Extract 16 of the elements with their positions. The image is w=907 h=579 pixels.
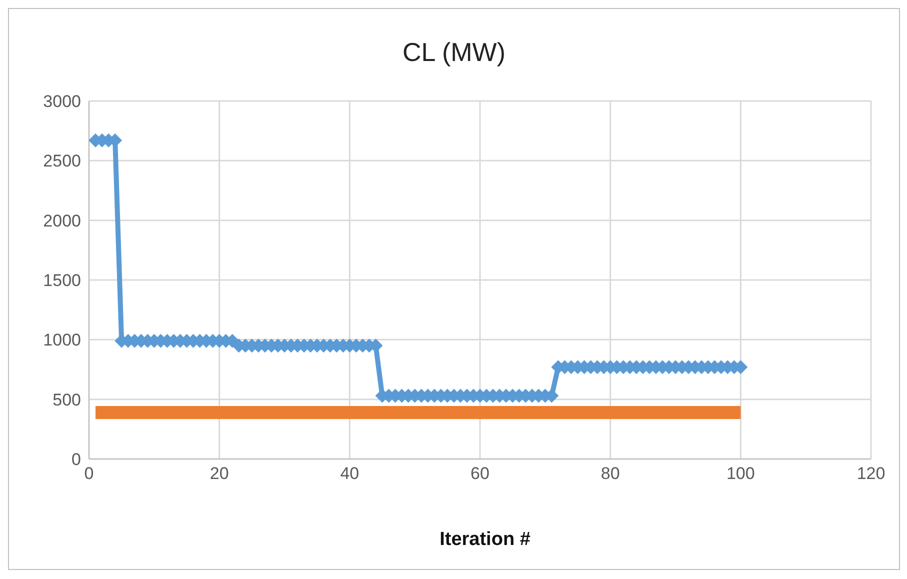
x-tick-label: 100: [726, 464, 755, 484]
y-tick-label: 2000: [43, 211, 81, 230]
y-tick-label: 3000: [43, 92, 81, 112]
x-tick-label: 60: [470, 464, 490, 484]
x-tick-label: 120: [856, 464, 886, 484]
x-tick-label: 0: [84, 464, 94, 484]
x-axis-title: Iteration #: [438, 529, 532, 551]
y-tick-label: 2500: [43, 152, 81, 171]
y-tick-label: 1000: [43, 330, 81, 350]
x-tick-label: 20: [210, 464, 229, 484]
x-tick-label: 40: [340, 464, 360, 484]
y-tick-label: 1500: [43, 271, 81, 290]
y-tick-label: 0: [72, 450, 81, 470]
x-tick-label: 80: [600, 464, 620, 484]
y-tick-label: 500: [52, 390, 81, 410]
chart-title: CL (MW): [401, 37, 506, 68]
